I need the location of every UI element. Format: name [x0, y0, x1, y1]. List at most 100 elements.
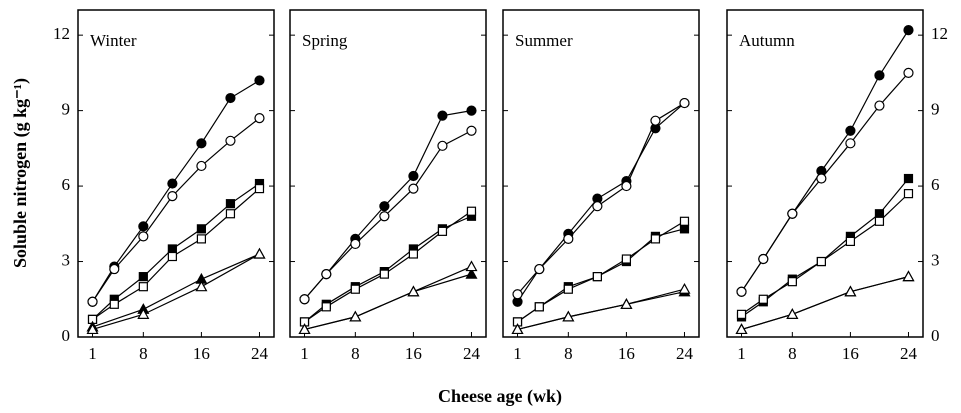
- x-tick-label: 16: [842, 344, 859, 363]
- marker: [736, 286, 747, 297]
- marker: [408, 170, 419, 182]
- marker: [379, 269, 389, 279]
- series-line: [92, 253, 260, 331]
- marker: [562, 310, 575, 322]
- y-tick-label: 6: [931, 175, 940, 194]
- marker: [679, 224, 690, 234]
- series-line: [304, 266, 472, 331]
- marker: [437, 140, 448, 151]
- x-axis-label: Cheese age (wk): [438, 386, 562, 407]
- y-tick-label: 0: [931, 326, 940, 345]
- marker: [87, 296, 98, 307]
- marker: [253, 247, 266, 259]
- marker: [874, 216, 885, 226]
- marker: [903, 189, 914, 199]
- marker: [407, 285, 420, 297]
- y-tick-label: 6: [62, 175, 71, 194]
- y-axis-label: Soluble nitrogen (g kg⁻¹): [10, 78, 31, 268]
- marker: [196, 224, 207, 234]
- x-tick-label: 24: [900, 344, 918, 363]
- x-tick-label: 1: [737, 344, 746, 363]
- panel-frame: [289, 9, 487, 338]
- marker: [650, 234, 661, 244]
- x-tick-label: 8: [788, 344, 797, 363]
- series-line: [741, 29, 909, 293]
- marker: [195, 280, 208, 292]
- marker: [379, 211, 390, 222]
- x-tick-label: 24: [676, 344, 694, 363]
- marker: [816, 173, 827, 184]
- x-tick-label: 8: [139, 344, 148, 363]
- x-tick-label: 8: [564, 344, 573, 363]
- marker: [786, 308, 799, 319]
- marker: [254, 183, 265, 194]
- marker: [379, 201, 390, 212]
- marker: [902, 270, 915, 282]
- marker: [225, 209, 236, 219]
- marker: [679, 97, 690, 109]
- marker: [787, 208, 798, 219]
- marker: [903, 67, 914, 78]
- y-tick-label: 9: [931, 100, 940, 119]
- marker: [437, 226, 448, 236]
- marker: [563, 233, 574, 244]
- marker: [758, 294, 768, 304]
- marker: [678, 282, 691, 294]
- marker: [534, 302, 544, 312]
- marker: [138, 221, 149, 232]
- marker: [196, 234, 207, 244]
- marker: [816, 256, 826, 267]
- x-tick-label: 1: [513, 344, 522, 363]
- marker: [109, 263, 120, 275]
- panel-title: Spring: [302, 31, 348, 50]
- marker: [408, 249, 419, 259]
- marker: [321, 269, 332, 280]
- marker: [736, 309, 747, 319]
- marker: [321, 302, 331, 312]
- marker: [621, 254, 632, 264]
- marker: [534, 263, 545, 275]
- marker: [137, 308, 150, 319]
- x-tick-label: 16: [193, 344, 210, 363]
- panel-frame: [77, 9, 275, 338]
- y-tick-label: 0: [62, 326, 71, 345]
- marker: [903, 25, 914, 36]
- y-tick-label: 12: [53, 24, 70, 43]
- marker: [298, 323, 311, 335]
- panel-title: Autumn: [739, 31, 795, 50]
- marker: [225, 135, 236, 146]
- marker: [735, 323, 748, 335]
- marker: [437, 110, 448, 121]
- marker: [196, 160, 207, 172]
- marker: [167, 178, 178, 189]
- x-tick-label: 1: [88, 344, 97, 363]
- marker: [138, 231, 149, 242]
- panel-title: Winter: [90, 31, 137, 50]
- series-line: [741, 276, 909, 331]
- marker: [845, 125, 856, 136]
- marker: [167, 244, 177, 254]
- marker: [592, 201, 603, 212]
- marker: [845, 138, 856, 149]
- x-tick-label: 24: [463, 344, 481, 363]
- marker: [758, 253, 769, 265]
- marker: [845, 236, 856, 247]
- marker: [511, 323, 524, 335]
- x-tick-label: 16: [618, 344, 635, 363]
- marker: [874, 70, 885, 81]
- marker: [787, 277, 797, 287]
- marker: [408, 183, 419, 194]
- marker: [350, 284, 360, 294]
- x-tick-label: 24: [251, 344, 269, 363]
- marker: [679, 216, 690, 226]
- marker: [299, 294, 310, 305]
- marker: [254, 113, 265, 124]
- marker: [350, 238, 361, 250]
- marker: [465, 267, 478, 279]
- marker: [592, 272, 602, 282]
- marker: [138, 272, 148, 282]
- series-line: [92, 253, 260, 328]
- x-tick-label: 8: [351, 344, 360, 363]
- marker: [109, 299, 119, 309]
